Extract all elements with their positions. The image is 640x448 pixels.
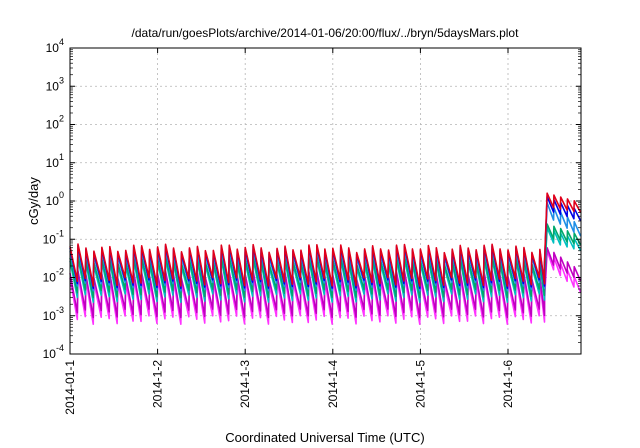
y-tick-label: 104 xyxy=(46,37,64,55)
y-tick-label: 10-4 xyxy=(43,343,64,361)
y-axis: 104 103 102 101 100 10-1 10-2 10-3 10-4 xyxy=(43,37,581,361)
x-tick-label: 2014-1-6 xyxy=(501,360,515,408)
y-tick-label: 102 xyxy=(46,114,64,132)
y-tick-label: 10-2 xyxy=(43,267,64,285)
y-tick-label: 10-3 xyxy=(43,305,64,323)
y-tick-label: 101 xyxy=(46,152,64,170)
x-tick-label: 2014-1-4 xyxy=(326,360,340,408)
x-axis: 2014-01-1 2014-1-2 2014-1-3 2014-1-4 2014-1-… xyxy=(63,48,515,415)
y-tick-label: 100 xyxy=(46,190,64,208)
series-group xyxy=(69,192,582,326)
y-axis-title: cGy/day xyxy=(26,177,41,225)
x-axis-title: Coordinated Universal Time (UTC) xyxy=(225,430,424,445)
y-tick-label: 103 xyxy=(46,75,64,93)
x-tick-label: 2014-1-3 xyxy=(238,360,252,408)
x-tick-label: 2014-01-1 xyxy=(63,360,77,415)
chart-title: /data/run/goesPlots/archive/2014-01-06/2… xyxy=(132,26,520,40)
y-tick-label: 10-1 xyxy=(43,228,64,246)
x-tick-label: 2014-1-2 xyxy=(151,360,165,408)
x-tick-label: 2014-1-5 xyxy=(413,360,427,408)
series-line xyxy=(69,192,582,287)
